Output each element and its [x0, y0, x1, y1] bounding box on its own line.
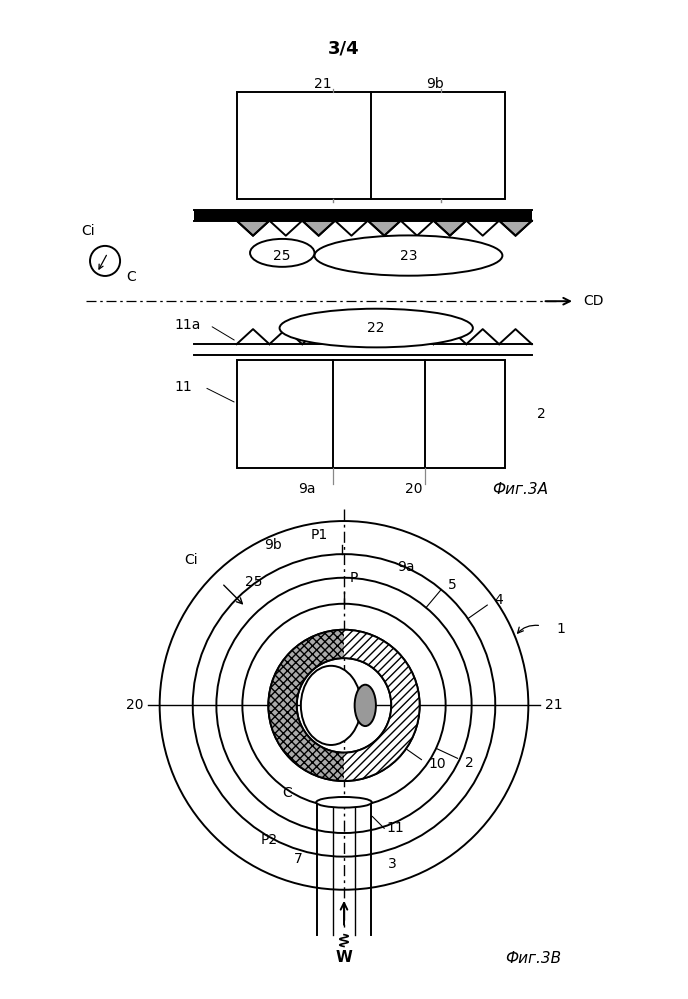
- Ellipse shape: [279, 309, 473, 348]
- Text: 11a: 11a: [175, 319, 201, 333]
- Polygon shape: [499, 221, 532, 236]
- Text: Ci: Ci: [81, 225, 94, 239]
- Bar: [237, 361, 505, 468]
- Text: 9a: 9a: [397, 559, 415, 573]
- Text: P: P: [350, 570, 358, 584]
- Text: 21: 21: [545, 698, 563, 712]
- Text: 22: 22: [367, 321, 385, 335]
- Ellipse shape: [301, 665, 361, 745]
- Text: 9b: 9b: [264, 538, 282, 552]
- Text: Ci: Ci: [184, 552, 198, 566]
- Text: CD: CD: [583, 294, 603, 309]
- Text: 23: 23: [400, 249, 417, 263]
- Text: 20: 20: [405, 483, 422, 497]
- Text: 20: 20: [126, 698, 143, 712]
- Text: 3: 3: [388, 857, 396, 871]
- Text: 10: 10: [429, 757, 446, 771]
- Text: 5: 5: [449, 577, 457, 591]
- Text: P1: P1: [310, 528, 327, 542]
- Text: 11: 11: [175, 380, 193, 395]
- Text: C: C: [127, 270, 136, 284]
- Ellipse shape: [250, 239, 314, 267]
- Text: W: W: [336, 950, 352, 965]
- Polygon shape: [344, 629, 420, 781]
- Polygon shape: [237, 221, 270, 236]
- Text: Фиг.3B: Фиг.3B: [505, 951, 561, 966]
- Text: 9a: 9a: [298, 483, 315, 497]
- Text: C: C: [282, 786, 292, 800]
- Text: P2: P2: [261, 833, 278, 847]
- Text: 11: 11: [387, 821, 405, 835]
- Text: 2: 2: [464, 756, 473, 770]
- Polygon shape: [368, 221, 400, 236]
- Text: 25: 25: [245, 575, 263, 589]
- Ellipse shape: [316, 797, 372, 807]
- Bar: [237, 92, 505, 199]
- Text: 1: 1: [556, 622, 565, 636]
- Text: 3/4: 3/4: [328, 40, 360, 58]
- Ellipse shape: [314, 236, 502, 276]
- Polygon shape: [268, 629, 344, 781]
- Text: 21: 21: [314, 77, 332, 91]
- Text: 4: 4: [495, 593, 503, 607]
- Text: 7: 7: [294, 852, 303, 866]
- Polygon shape: [433, 221, 466, 236]
- Text: 2: 2: [537, 407, 546, 421]
- Text: Фиг.3A: Фиг.3A: [492, 482, 548, 497]
- Text: 25: 25: [274, 249, 291, 263]
- Ellipse shape: [354, 684, 376, 726]
- Text: 9b: 9b: [427, 77, 444, 91]
- Polygon shape: [302, 221, 335, 236]
